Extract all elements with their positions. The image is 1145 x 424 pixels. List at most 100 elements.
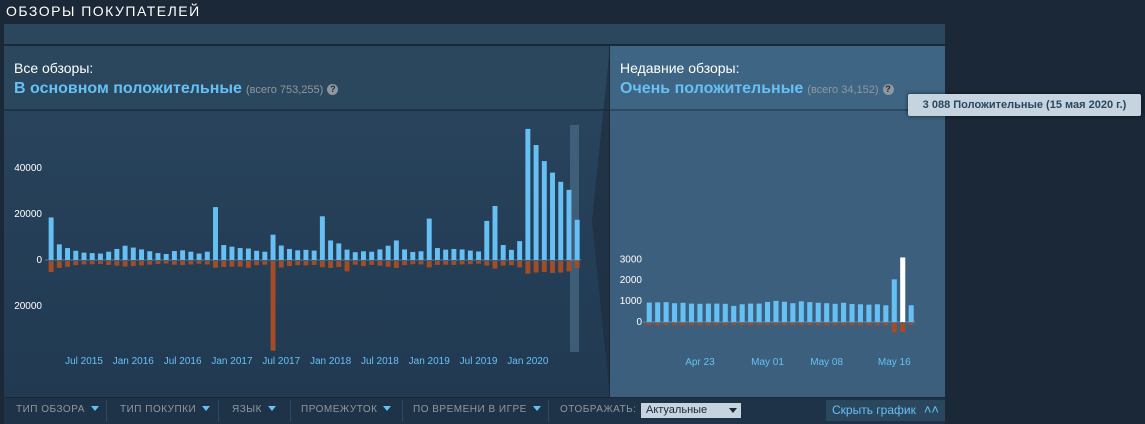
positive-bar bbox=[426, 218, 432, 260]
hide-graph-label: Скрыть график bbox=[832, 403, 916, 417]
positive-bar bbox=[114, 248, 120, 260]
recent-reviews-chart: 3000 2000 1000 0 Apr 23 May 01 May 08 May 16 bbox=[620, 254, 916, 368]
recent-reviews-label: Недавние обзоры: bbox=[620, 60, 740, 76]
negative-bar bbox=[155, 261, 161, 264]
negative-bar bbox=[541, 261, 547, 273]
positive-bar bbox=[319, 216, 325, 260]
negative-bar bbox=[459, 261, 465, 265]
positive-bar bbox=[467, 250, 473, 260]
filter-purchase-type-label: ТИП ПОКУПКИ bbox=[120, 404, 197, 415]
positive-bar bbox=[525, 128, 531, 260]
positive-bar bbox=[97, 253, 103, 260]
divider bbox=[106, 400, 107, 422]
positive-bar bbox=[476, 251, 482, 260]
positive-bar bbox=[680, 302, 686, 322]
positive-bar bbox=[646, 302, 652, 322]
help-icon[interactable]: ? bbox=[882, 84, 894, 95]
negative-bar bbox=[385, 261, 391, 267]
positive-bar bbox=[672, 303, 678, 322]
caret-down-icon bbox=[202, 406, 211, 411]
bar-tooltip: 3 088 Положительные (15 мая 2020 г.) bbox=[908, 94, 1141, 116]
positive-bar bbox=[459, 249, 465, 260]
positive-bar bbox=[130, 247, 136, 260]
caret-down-icon bbox=[729, 408, 737, 413]
negative-bar bbox=[81, 261, 87, 265]
negative-bar bbox=[672, 323, 678, 326]
positive-bar bbox=[188, 251, 194, 260]
negative-bar bbox=[883, 323, 889, 326]
overall-total-count: (всего 753,255) bbox=[245, 84, 324, 96]
positive-bar bbox=[89, 253, 95, 260]
filter-date-range[interactable]: ПРОМЕЖУТОК bbox=[301, 404, 392, 415]
negative-bar bbox=[697, 323, 703, 326]
filter-review-type-label: ТИП ОБЗОРА bbox=[16, 404, 85, 415]
negative-bar bbox=[525, 261, 531, 274]
divider bbox=[218, 400, 219, 422]
positive-bar bbox=[81, 252, 87, 260]
negative-bar bbox=[807, 323, 813, 326]
help-icon[interactable]: ? bbox=[327, 84, 339, 95]
recent-reviews-summary[interactable]: Очень положительные (всего 34,152)? bbox=[620, 80, 894, 98]
negative-bar bbox=[798, 323, 804, 326]
positive-bar bbox=[73, 250, 79, 260]
positive-bar bbox=[484, 220, 490, 260]
negative-bar bbox=[237, 261, 243, 267]
positive-bar bbox=[229, 246, 235, 260]
overall-reviews-summary[interactable]: В основном положительные (всего 753,255)? bbox=[14, 80, 339, 98]
negative-bar bbox=[443, 261, 449, 265]
y-tick-label: 0 bbox=[636, 317, 642, 328]
filter-review-type[interactable]: ТИП ОБЗОРА bbox=[16, 404, 99, 415]
filter-purchase-type[interactable]: ТИП ПОКУПКИ bbox=[120, 404, 211, 415]
positive-bar bbox=[697, 303, 703, 322]
positive-bar bbox=[748, 303, 754, 322]
overall-reviews-chart: 40000 20000 0 20000 Jul 2015 Jan 2016 Jul 2016… bbox=[14, 125, 582, 367]
x-tick-label: Jan 2019 bbox=[409, 356, 451, 367]
negative-bar bbox=[731, 323, 737, 326]
positive-bar bbox=[541, 161, 547, 260]
hide-graph-button[interactable]: Скрыть график ˄˄ bbox=[826, 400, 945, 421]
positive-bar bbox=[824, 303, 830, 322]
positive-bar bbox=[558, 181, 564, 260]
negative-bar bbox=[65, 261, 71, 267]
negative-bar bbox=[815, 323, 821, 326]
negative-bar bbox=[849, 323, 855, 326]
caret-down-icon bbox=[267, 406, 276, 411]
filter-language[interactable]: ЯЗЫК bbox=[232, 404, 276, 415]
positive-bar bbox=[731, 305, 737, 322]
divider bbox=[402, 400, 403, 422]
recent-summary-text[interactable]: Очень положительные bbox=[620, 80, 804, 97]
positive-bar bbox=[832, 303, 838, 322]
negative-bar bbox=[566, 261, 572, 272]
negative-bar bbox=[229, 261, 235, 267]
negative-bar bbox=[908, 323, 914, 326]
y-tick-label: 20000 bbox=[14, 301, 42, 312]
positive-bar bbox=[663, 302, 669, 322]
filter-language-label: ЯЗЫК bbox=[232, 404, 262, 415]
overall-summary-text[interactable]: В основном положительные bbox=[14, 80, 242, 97]
negative-bar bbox=[900, 323, 906, 332]
x-tick-label: Jul 2016 bbox=[164, 356, 202, 367]
negative-bar bbox=[426, 261, 432, 268]
y-tick-label: 20000 bbox=[14, 209, 42, 220]
caret-down-icon bbox=[532, 406, 541, 411]
positive-bar bbox=[221, 245, 227, 260]
positive-bar bbox=[841, 302, 847, 322]
negative-bar bbox=[56, 261, 62, 268]
negative-bar bbox=[484, 261, 490, 266]
negative-bar bbox=[221, 261, 227, 267]
y-tick-label: 40000 bbox=[14, 163, 42, 174]
filter-playtime[interactable]: ПО ВРЕМЕНИ В ИГРЕ bbox=[413, 404, 541, 415]
negative-bar bbox=[122, 261, 128, 267]
display-select[interactable]: Актуальные bbox=[641, 403, 741, 418]
highlighted-positive-bar bbox=[900, 257, 906, 322]
positive-bar bbox=[410, 251, 416, 260]
overall-reviews-panel: Все обзоры: В основном положительные (все… bbox=[4, 46, 609, 397]
y-tick-label: 0 bbox=[36, 255, 42, 266]
negative-bar bbox=[467, 261, 473, 265]
positive-bar bbox=[574, 219, 580, 260]
positive-bar bbox=[891, 279, 897, 322]
positive-bar bbox=[196, 253, 202, 260]
negative-bar bbox=[841, 323, 847, 326]
positive-bar bbox=[254, 250, 260, 260]
positive-bar bbox=[213, 207, 218, 260]
